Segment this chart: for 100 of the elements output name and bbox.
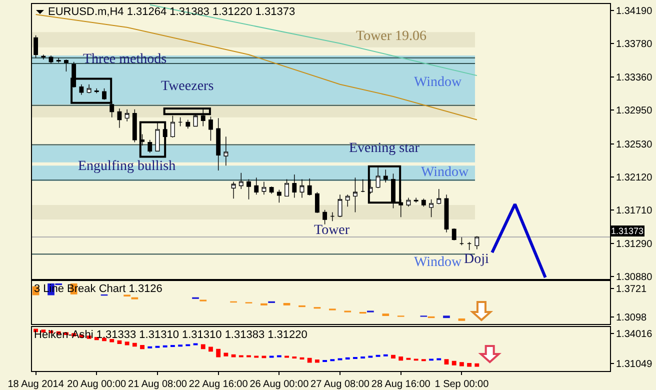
y-tick-label: 1.3721 bbox=[616, 284, 648, 295]
candlestick bbox=[467, 362, 472, 367]
y-tick-label: 1.32950 bbox=[616, 106, 653, 117]
candlestick bbox=[262, 181, 266, 195]
y-tick-label: 1.32530 bbox=[616, 139, 653, 150]
annotation: Window bbox=[414, 75, 463, 90]
candlestick bbox=[140, 345, 144, 350]
candlestick bbox=[353, 177, 358, 213]
annotation: Window bbox=[421, 165, 470, 180]
candlestick bbox=[391, 354, 396, 359]
annotation: Engulfing bullish bbox=[78, 159, 176, 174]
candlestick bbox=[34, 35, 38, 58]
annotation: Tweezers bbox=[161, 79, 214, 94]
candlestick bbox=[216, 118, 221, 171]
candlestick bbox=[452, 360, 456, 366]
x-tick-label: 22 Aug 16:00 bbox=[188, 379, 248, 390]
x-tick-label: 20 Aug 00:00 bbox=[67, 379, 127, 390]
candlestick bbox=[444, 359, 449, 364]
bar bbox=[443, 316, 450, 318]
candlestick bbox=[238, 172, 244, 190]
candlestick bbox=[64, 59, 68, 72]
candlestick bbox=[314, 360, 320, 363]
candlestick bbox=[429, 199, 434, 218]
candlestick bbox=[216, 348, 221, 358]
x-tick-label: 1 Sep 00:00 bbox=[434, 379, 490, 390]
candlestick bbox=[48, 55, 54, 64]
bar bbox=[283, 302, 290, 306]
candlestick bbox=[398, 356, 404, 361]
candlestick bbox=[276, 189, 282, 203]
candlestick bbox=[467, 242, 472, 250]
y-tick-label: 1.31049 bbox=[616, 358, 653, 370]
candlestick bbox=[459, 236, 464, 246]
candlestick bbox=[178, 117, 183, 127]
candlestick bbox=[132, 108, 137, 143]
ref-line-label: 1.31373 bbox=[611, 226, 644, 236]
candlestick bbox=[284, 178, 289, 197]
y-tick-label: 1.31290 bbox=[616, 239, 653, 250]
candlestick bbox=[208, 116, 213, 142]
candlestick bbox=[224, 136, 228, 166]
candlestick bbox=[117, 108, 122, 128]
candlestick bbox=[338, 194, 342, 218]
annotation: Evening star bbox=[349, 141, 420, 156]
candlestick bbox=[421, 198, 426, 207]
bar bbox=[458, 318, 466, 321]
candlestick bbox=[307, 178, 312, 196]
candlestick bbox=[474, 236, 480, 250]
y-tick-label: 1.34016 bbox=[616, 328, 653, 340]
x-tick-label: 28 Aug 16:00 bbox=[371, 379, 431, 390]
candlestick bbox=[170, 115, 175, 138]
candlestick bbox=[459, 362, 464, 366]
candlestick bbox=[79, 84, 84, 96]
y-tick-label: 1.30880 bbox=[616, 272, 653, 284]
candlestick bbox=[322, 210, 328, 225]
candlestick bbox=[200, 108, 206, 127]
candlestick bbox=[208, 346, 213, 352]
x-tick-label: 26 Aug 00:00 bbox=[250, 379, 310, 390]
candlestick bbox=[200, 344, 206, 350]
y-tick-label: 1.32120 bbox=[616, 172, 653, 184]
candlestick bbox=[444, 194, 449, 233]
candlestick bbox=[406, 197, 411, 207]
y-tick-label: 1.3098 bbox=[616, 312, 648, 324]
x-tick-label: 18 Aug 2014 bbox=[8, 379, 64, 390]
candlestick bbox=[94, 88, 99, 94]
annotation: Doji bbox=[464, 252, 489, 267]
candlestick bbox=[102, 88, 106, 100]
candlestick bbox=[376, 166, 380, 188]
candlestick bbox=[56, 58, 61, 64]
y-tick-label: 1.33360 bbox=[616, 72, 653, 84]
candlestick bbox=[391, 173, 396, 209]
candlestick bbox=[383, 169, 388, 183]
candlestick bbox=[124, 342, 130, 346]
candlestick bbox=[246, 178, 251, 200]
candlestick bbox=[436, 188, 442, 205]
candlestick bbox=[41, 54, 46, 60]
candlestick bbox=[330, 212, 335, 222]
candlestick bbox=[148, 140, 152, 154]
y-tick-label: 1.31710 bbox=[616, 205, 653, 216]
annotation: Tower bbox=[314, 223, 350, 238]
candlestick bbox=[292, 174, 297, 198]
y-tick-label: 1.33780 bbox=[616, 38, 653, 50]
candlestick bbox=[155, 122, 160, 152]
candlestick bbox=[224, 352, 228, 356]
candlestick bbox=[254, 177, 259, 195]
candlestick bbox=[300, 178, 304, 198]
candlestick bbox=[132, 342, 137, 347]
candlestick bbox=[186, 119, 190, 129]
candlestick bbox=[345, 194, 350, 207]
candlestick bbox=[452, 228, 456, 241]
candlestick bbox=[110, 339, 114, 342]
candlestick bbox=[314, 192, 320, 214]
x-tick-label: 27 Aug 08:00 bbox=[310, 379, 370, 390]
candlestick bbox=[231, 181, 236, 199]
annotation: Tower 19.06 bbox=[356, 29, 427, 44]
candlestick bbox=[269, 186, 274, 194]
annotation: Window bbox=[414, 255, 463, 270]
candlestick bbox=[86, 84, 92, 94]
candlestick bbox=[360, 178, 366, 193]
y-tick-label: 1.34190 bbox=[616, 6, 653, 17]
candlestick bbox=[124, 108, 130, 122]
candlestick bbox=[414, 197, 418, 203]
